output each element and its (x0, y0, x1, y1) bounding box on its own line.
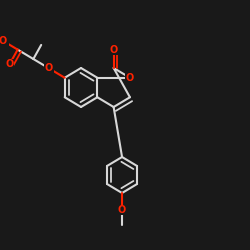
Text: O: O (5, 59, 14, 69)
Text: O: O (45, 63, 53, 74)
Text: O: O (0, 36, 7, 46)
Text: O: O (110, 45, 118, 55)
Text: O: O (118, 205, 126, 215)
Text: O: O (126, 73, 134, 83)
